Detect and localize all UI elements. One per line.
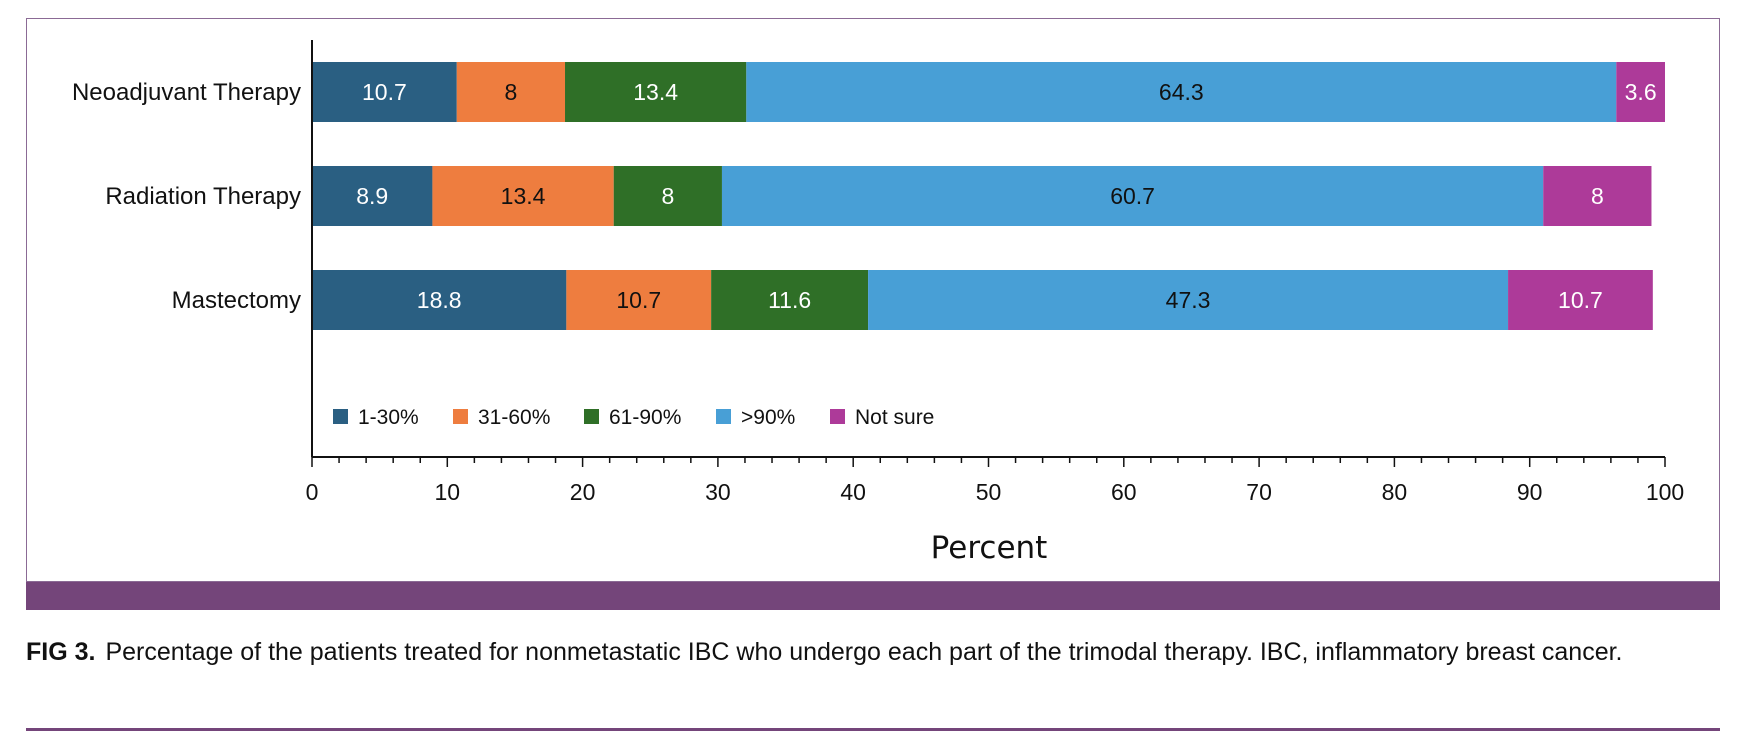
bar-segment	[868, 270, 1509, 330]
data-label: 10.7	[362, 79, 407, 105]
x-tick-label: 90	[1517, 479, 1543, 505]
caption-text: Percentage of the patients treated for n…	[105, 638, 1623, 666]
legend-swatch	[333, 409, 348, 424]
legend-swatch	[830, 409, 845, 424]
caption-divider	[26, 728, 1720, 731]
x-tick-label: 10	[435, 479, 461, 505]
bar-segment	[721, 166, 1544, 226]
bar-segment	[613, 166, 722, 226]
legend-label: >90%	[741, 406, 795, 429]
figure-caption: FIG 3. Percentage of the patients treated…	[26, 632, 1726, 672]
category-label: Radiation Therapy	[105, 183, 301, 210]
figure-frame	[26, 18, 1720, 582]
bar-segment	[456, 62, 566, 122]
legend-label: Not sure	[855, 406, 934, 429]
bar-segment	[1508, 270, 1653, 330]
legend-group: 1-30% 31-60% 61-90% >90% Not sure	[333, 406, 934, 429]
x-tick-label: 80	[1382, 479, 1408, 505]
data-label: 3.6	[1625, 79, 1657, 105]
stacked-bar-chart: 10.7 8 13.4 64.3 3.6 8.9 13.4 8 60.7 8 18.8 10.7 11.…	[72, 40, 1684, 566]
data-label: 13.4	[633, 79, 678, 105]
x-tick-label: 0	[306, 479, 319, 505]
data-label: 8	[1591, 183, 1604, 209]
data-label: 8.9	[356, 183, 388, 209]
data-label: 10.7	[616, 287, 661, 313]
data-labels-group: 10.7 8 13.4 64.3 3.6 8.9 13.4 8 60.7 8 18.8 10.7 11.…	[356, 79, 1656, 313]
data-label: 13.4	[501, 183, 546, 209]
bar-segment	[432, 166, 614, 226]
figure-band	[26, 582, 1720, 610]
x-tick-label: 60	[1111, 479, 1137, 505]
data-label: 8	[661, 183, 674, 209]
bar-segment	[312, 270, 567, 330]
bar-segment	[1616, 62, 1665, 122]
x-tick-label: 40	[840, 479, 866, 505]
data-label: 60.7	[1110, 183, 1155, 209]
category-label: Mastectomy	[172, 287, 301, 314]
legend-swatch	[584, 409, 599, 424]
x-tick-label: 100	[1646, 479, 1684, 505]
figure-label: FIG 3.	[26, 638, 96, 666]
legend-swatch	[716, 409, 731, 424]
data-label: 8	[504, 79, 517, 105]
data-label: 10.7	[1558, 287, 1603, 313]
x-tick-label: 70	[1246, 479, 1272, 505]
category-labels-group: Neoadjuvant Therapy Radiation Therapy Mast…	[72, 79, 301, 314]
bar-segment	[746, 62, 1617, 122]
x-ticks-group: 0 10 20 30 40 50 60 70 80 90 100	[306, 457, 1684, 505]
data-label: 64.3	[1159, 79, 1204, 105]
bar-segment	[312, 166, 433, 226]
bar-segment	[566, 270, 712, 330]
data-label: 11.6	[768, 287, 811, 313]
legend-swatch	[453, 409, 468, 424]
x-tick-label: 20	[570, 479, 596, 505]
legend-label: 31-60%	[478, 406, 550, 429]
data-label: 18.8	[417, 287, 462, 313]
x-tick-label: 30	[705, 479, 731, 505]
legend-label: 61-90%	[609, 406, 681, 429]
x-axis-title: Percent	[931, 530, 1048, 566]
category-label: Neoadjuvant Therapy	[72, 79, 301, 106]
bar-segment	[565, 62, 747, 122]
data-label: 47.3	[1166, 287, 1211, 313]
bar-segment	[1543, 166, 1652, 226]
bar-segment	[711, 270, 869, 330]
x-tick-label: 50	[976, 479, 1002, 505]
legend-label: 1-30%	[358, 406, 419, 429]
bars-group	[312, 62, 1665, 330]
bar-segment	[312, 62, 457, 122]
